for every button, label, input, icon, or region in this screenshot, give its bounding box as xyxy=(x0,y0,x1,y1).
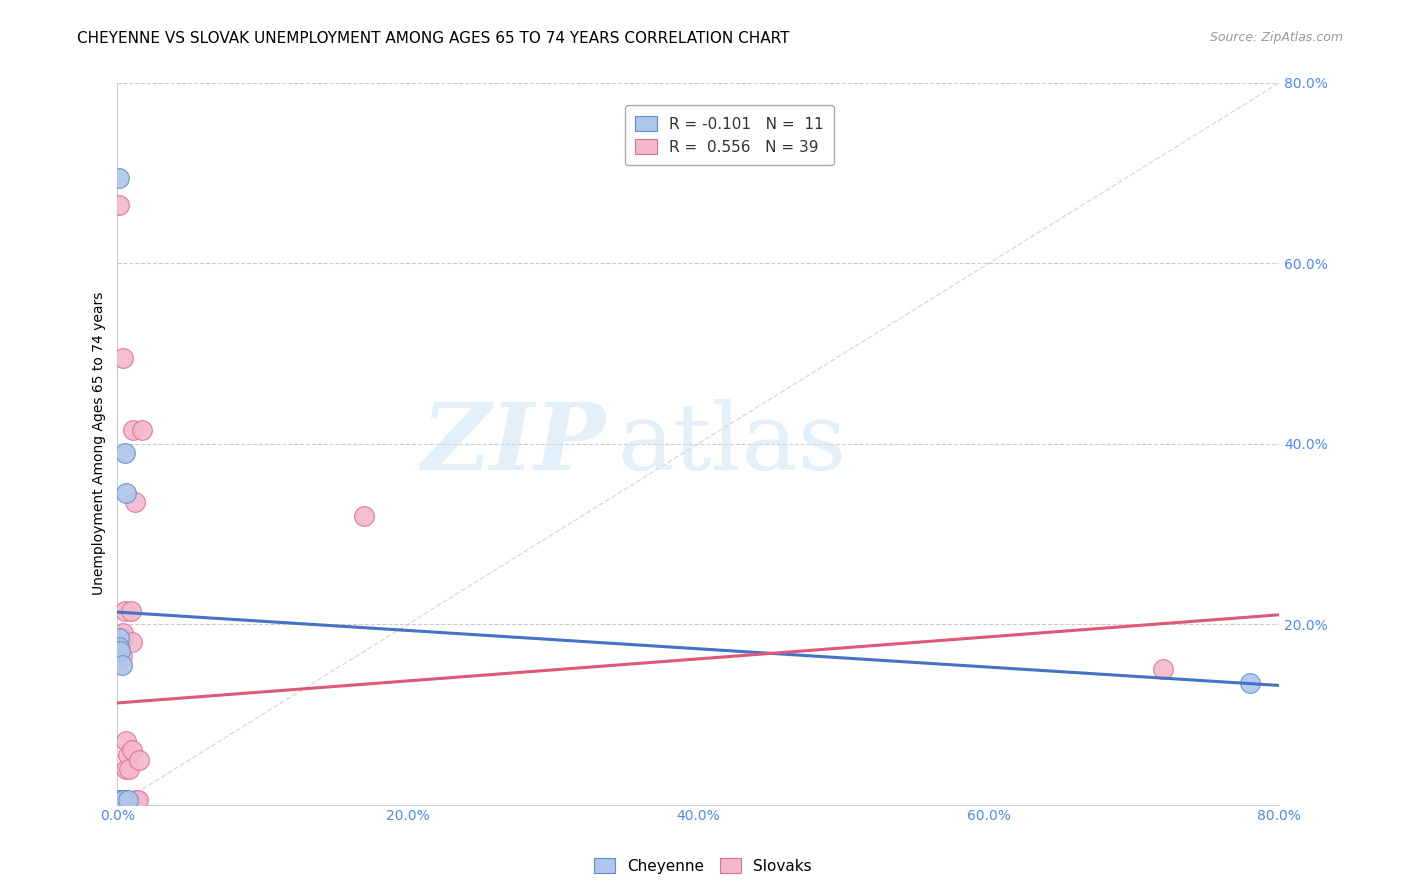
Point xyxy=(125,793,148,807)
Point xyxy=(110,793,132,807)
Point xyxy=(115,734,138,748)
Point xyxy=(121,743,143,757)
Point xyxy=(108,793,131,807)
Point xyxy=(108,198,131,212)
Point xyxy=(114,604,136,618)
Point xyxy=(112,631,135,645)
Point xyxy=(108,640,131,654)
Point xyxy=(131,423,153,437)
Text: ZIP: ZIP xyxy=(420,399,606,489)
Point xyxy=(108,793,131,807)
Point xyxy=(1239,676,1261,690)
Point xyxy=(114,446,136,460)
Legend: R = -0.101   N =  11, R =  0.556   N = 39: R = -0.101 N = 11, R = 0.556 N = 39 xyxy=(624,105,834,165)
Point xyxy=(110,640,132,654)
Point xyxy=(111,793,134,807)
Point xyxy=(112,793,135,807)
Point xyxy=(115,762,138,776)
Point xyxy=(111,648,134,663)
Point xyxy=(108,170,131,185)
Point xyxy=(108,793,131,807)
Point xyxy=(114,793,136,807)
Point xyxy=(111,657,134,672)
Point xyxy=(112,793,135,807)
Point xyxy=(117,747,139,762)
Point xyxy=(128,752,150,766)
Point xyxy=(1152,662,1174,676)
Point xyxy=(108,793,131,807)
Text: Source: ZipAtlas.com: Source: ZipAtlas.com xyxy=(1209,31,1343,45)
Point xyxy=(114,793,136,807)
Point xyxy=(121,635,143,649)
Y-axis label: Unemployment Among Ages 65 to 74 years: Unemployment Among Ages 65 to 74 years xyxy=(93,292,107,596)
Point xyxy=(127,793,149,807)
Point xyxy=(110,793,132,807)
Point xyxy=(122,423,145,437)
Point xyxy=(108,793,131,807)
Point xyxy=(114,793,136,807)
Point xyxy=(108,631,131,645)
Point xyxy=(353,508,375,523)
Point xyxy=(120,604,142,618)
Point xyxy=(114,793,136,807)
Point xyxy=(108,793,131,807)
Point xyxy=(111,793,134,807)
Point xyxy=(112,351,135,365)
Point xyxy=(114,793,136,807)
Text: CHEYENNE VS SLOVAK UNEMPLOYMENT AMONG AGES 65 TO 74 YEARS CORRELATION CHART: CHEYENNE VS SLOVAK UNEMPLOYMENT AMONG AG… xyxy=(77,31,790,46)
Point xyxy=(124,495,146,509)
Point xyxy=(115,486,138,500)
Text: atlas: atlas xyxy=(617,399,846,489)
Point xyxy=(108,793,131,807)
Point xyxy=(118,762,141,776)
Point xyxy=(112,626,135,640)
Legend: Cheyenne, Slovaks: Cheyenne, Slovaks xyxy=(588,852,818,880)
Point xyxy=(111,793,134,807)
Point xyxy=(110,644,132,658)
Point xyxy=(117,793,139,807)
